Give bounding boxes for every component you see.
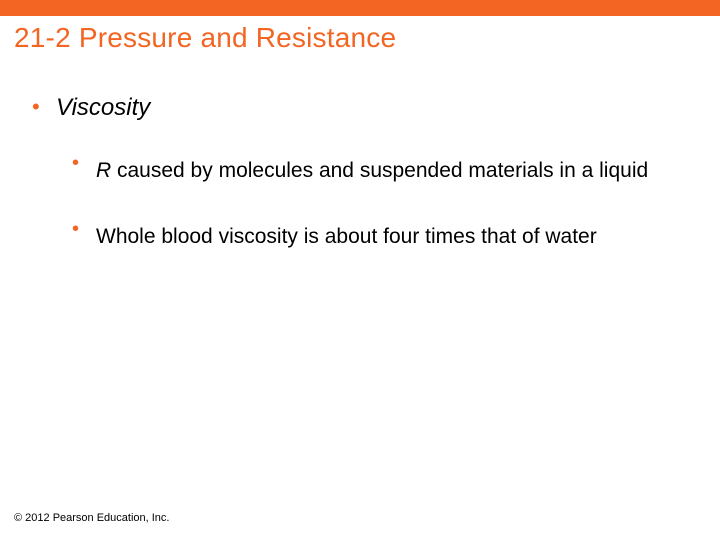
bullet-l2-text: R caused by molecules and suspended mate… (96, 159, 648, 182)
copyright-footer: © 2012 Pearson Education, Inc. (14, 512, 169, 524)
list-item: R caused by molecules and suspended mate… (72, 150, 692, 192)
slide-title: 21-2 Pressure and Resistance (14, 22, 706, 54)
slide-content: Viscosity R caused by molecules and susp… (0, 64, 720, 258)
italic-segment: R (96, 159, 111, 182)
text-segment: Whole blood viscosity is about four time… (96, 225, 597, 248)
bullet-l2-text: Whole blood viscosity is about four time… (96, 225, 597, 248)
header-accent-bar (0, 0, 720, 16)
list-item: Viscosity R caused by molecules and susp… (28, 94, 692, 258)
bullet-l1-text: Viscosity (56, 94, 150, 121)
title-band: 21-2 Pressure and Resistance (0, 16, 720, 64)
bullet-list-level2: R caused by molecules and suspended mate… (72, 150, 692, 258)
bullet-list-level1: Viscosity R caused by molecules and susp… (28, 94, 692, 258)
list-item: Whole blood viscosity is about four time… (72, 216, 692, 258)
text-segment: caused by molecules and suspended materi… (111, 159, 648, 182)
